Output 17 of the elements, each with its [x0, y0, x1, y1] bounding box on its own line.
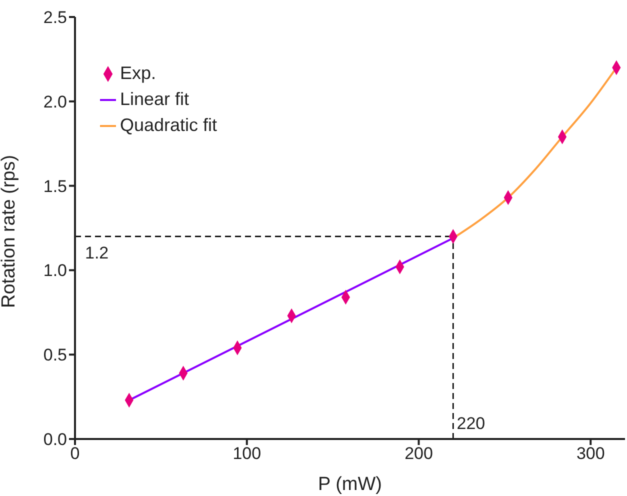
x-tick-label: 100 — [232, 444, 262, 464]
y-axis-title: Rotation rate (rps) — [0, 154, 20, 308]
y-tick-label: 0.5 — [43, 346, 67, 365]
y-tick-label: 2.5 — [43, 8, 67, 28]
ref-line-label: 1.2 — [85, 243, 109, 262]
y-tick-label: 2.0 — [43, 92, 67, 112]
ref-line-label: 220 — [456, 414, 486, 433]
legend-label: Quadratic fit — [120, 115, 218, 135]
legend-label: Exp. — [120, 63, 156, 83]
x-tick-label: 200 — [404, 444, 433, 464]
y-tick-label: 1.5 — [43, 176, 67, 196]
x-tick-label: 0 — [70, 444, 80, 464]
x-tick-label: 300 — [576, 444, 605, 464]
legend-label: Linear fit — [120, 89, 190, 109]
y-tick-label: 1.0 — [43, 261, 67, 280]
x-axis-title: P (mW) — [318, 474, 382, 495]
y-tick-label: 0.0 — [43, 430, 67, 450]
